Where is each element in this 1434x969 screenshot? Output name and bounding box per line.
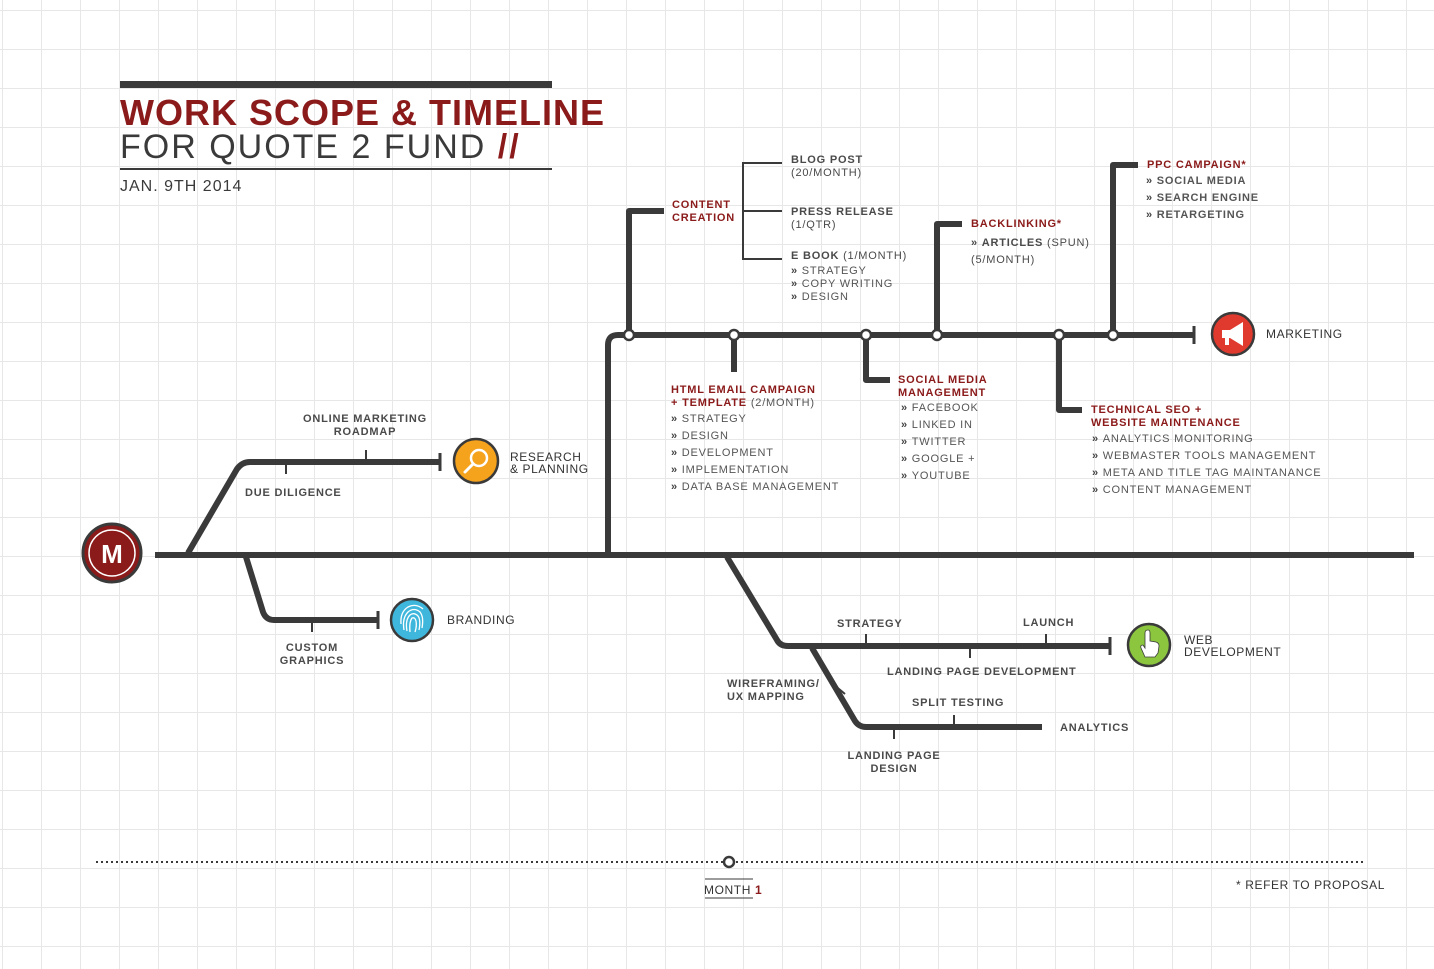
landing-page-design: LANDING PAGE DESIGN [847,750,941,775]
list-item: LINKED IN [901,417,979,434]
list-item: RETARGETING [1146,207,1259,224]
ppc-stem [1110,162,1138,335]
research-branch-line [185,459,440,555]
list-item: DESIGN [791,291,893,304]
magnifier-icon [452,437,500,485]
ppc-list: SOCIAL MEDIA SEARCH ENGINE RETARGETING [1146,173,1259,224]
custom-graphics: CUSTOM GRAPHICS [279,642,345,667]
date: JAN. 9TH 2014 [120,178,243,195]
list-item: STRATEGY [671,411,839,428]
junction-social [859,328,873,342]
list-item: YOUTUBE [901,468,979,485]
ebook-list: STRATEGY COPY WRITING DESIGN [791,265,893,304]
branding-branch-line [243,556,378,623]
list-item: DATA BASE MANAGEMENT [671,479,839,496]
backlinking-title: BACKLINKING* [971,218,1062,230]
press-release: PRESS RELEASE (1/QTR) [791,206,894,231]
due-diligence: DUE DILIGENCE [245,487,342,499]
webdev-strategy: STRATEGY [837,618,903,630]
junction-content [622,328,636,342]
page-subtitle: FOR QUOTE 2 FUND // [120,128,521,166]
junction-backlinking [930,328,944,342]
junction-ppc [1106,328,1120,342]
header-bottom-rule [120,168,552,170]
tech-seo-list: ANALYTICS MONITORING WEBMASTER TOOLS MAN… [1092,431,1321,499]
analytics-label: ANALYTICS [1060,722,1130,734]
ppc-title: PPC CAMPAIGN* [1147,159,1247,171]
webdev-branch-line [724,555,1110,649]
header-top-bar [120,81,552,88]
webdev-launch: LAUNCH [1023,617,1075,629]
fingerprint-icon [389,597,435,643]
html-email-title: HTML EMAIL CAMPAIGN + TEMPLATE (2/MONTH) [671,384,816,409]
month-label: MONTH 1 [704,883,763,897]
list-item: IMPLEMENTATION [671,462,839,479]
online-marketing-roadmap: ONLINE MARKETING ROADMAP [302,413,428,438]
list-item: COPY WRITING [791,278,893,291]
landing-page-development: LANDING PAGE DEVELOPMENT [887,666,1077,678]
marketing-branch-line [605,332,1194,553]
content-creation-title: CONTENT CREATION [672,199,736,224]
webdev-label: WEB DEVELOPMENT [1184,633,1282,659]
social-media-list: FACEBOOK LINKED IN TWITTER GOOGLE + YOUT… [901,400,979,485]
list-item: FACEBOOK [901,400,979,417]
list-item: CONTENT MANAGEMENT [1092,482,1321,499]
content-creation-stem [626,208,664,335]
list-item: DESIGN [671,428,839,445]
junction-techseo [1052,328,1066,342]
split-testing: SPLIT TESTING [912,697,1005,709]
html-email-list: STRATEGY DESIGN DEVELOPMENT IMPLEMENTATI… [671,411,839,496]
blog-post: BLOG POST (20/MONTH) [791,154,863,179]
ebook: E BOOK (1/MONTH) [791,250,908,262]
social-media-title: SOCIAL MEDIA MANAGEMENT [898,374,988,399]
techseo-stem [1056,335,1082,413]
junction-html [727,328,741,342]
tech-seo-title: TECHNICAL SEO + WEBSITE MAINTENANCE [1091,404,1241,429]
list-item: SOCIAL MEDIA [1146,173,1259,190]
megaphone-icon [1210,311,1256,357]
list-item: SEARCH ENGINE [1146,190,1259,207]
list-item: TWITTER [901,434,979,451]
marketing-label: MARKETING [1266,327,1343,341]
wireframing: WIREFRAMING/ UX MAPPING [727,678,820,703]
list-item: ANALYTICS MONITORING [1092,431,1321,448]
branding-label: BRANDING [447,613,516,627]
list-item: META AND TITLE TAG MAINTANANCE [1092,465,1321,482]
analytics-branch-line [809,646,1042,730]
logo-icon: M [81,522,143,584]
hand-pointer-icon [1126,622,1172,668]
list-item: WEBMASTER TOOLS MANAGEMENT [1092,448,1321,465]
month-marker [722,855,736,869]
backlinking-articles: » ARTICLES (SPUN) (5/MONTH) [971,237,1090,266]
list-item: GOOGLE + [901,451,979,468]
list-item: STRATEGY [791,265,893,278]
page-title: WORK SCOPE & TIMELINE [120,92,606,133]
social-stem [863,335,890,383]
refer-note: * REFER TO PROPOSAL [1236,878,1385,892]
svg-text:M: M [101,539,123,569]
list-item: DEVELOPMENT [671,445,839,462]
backlinking-stem [934,221,962,335]
research-label: RESEARCH & PLANNING [510,450,589,476]
